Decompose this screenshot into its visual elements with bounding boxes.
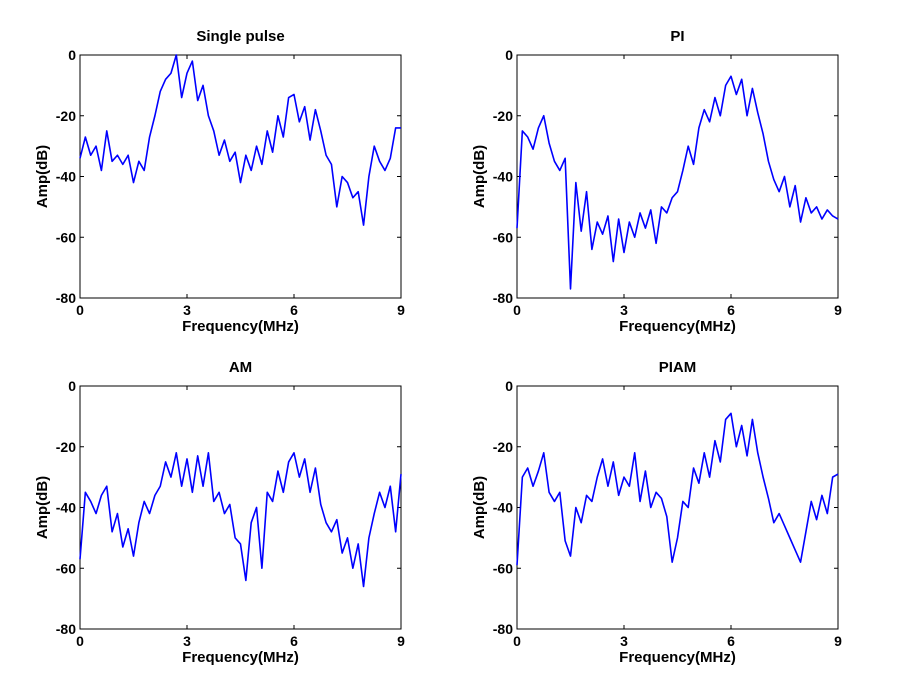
x-tick-label: 9 xyxy=(397,302,405,318)
data-line xyxy=(79,54,401,226)
y-tick-label: -80 xyxy=(493,621,513,637)
x-tick-label: 3 xyxy=(183,633,191,649)
y-tick-label: -80 xyxy=(56,290,76,306)
chart-title: Single pulse xyxy=(196,28,284,45)
x-tick-label: 9 xyxy=(834,302,842,318)
y-axis-label: Amp(dB) xyxy=(34,476,51,539)
x-tick-label: 0 xyxy=(513,633,521,649)
y-tick-label: -40 xyxy=(56,500,76,516)
y-tick-label: -20 xyxy=(56,108,76,124)
plot-area xyxy=(79,385,402,630)
x-axis-label: Frequency(MHz) xyxy=(182,649,299,666)
y-axis-label: Amp(dB) xyxy=(471,145,488,208)
x-axis-label: Frequency(MHz) xyxy=(619,318,736,335)
y-tick-label: -80 xyxy=(56,621,76,637)
chart-title: PI xyxy=(670,28,684,45)
chart-title: PIAM xyxy=(659,359,697,376)
chart-title: AM xyxy=(229,359,252,376)
x-tick-label: 6 xyxy=(290,302,298,318)
y-tick-label: -60 xyxy=(493,560,513,576)
y-tick-label: -20 xyxy=(493,108,513,124)
x-tick-label: 0 xyxy=(513,302,521,318)
y-tick-label: -60 xyxy=(493,229,513,245)
y-axis-label: Amp(dB) xyxy=(471,476,488,539)
y-tick-label: -60 xyxy=(56,229,76,245)
x-tick-label: 9 xyxy=(834,633,842,649)
y-tick-label: 0 xyxy=(505,47,513,63)
plot-area xyxy=(79,54,402,299)
y-tick-label: -40 xyxy=(493,169,513,185)
y-tick-label: -40 xyxy=(493,500,513,516)
data-line xyxy=(516,75,839,290)
data-line xyxy=(516,412,839,566)
x-tick-label: 3 xyxy=(183,302,191,318)
x-axis-label: Frequency(MHz) xyxy=(619,649,736,666)
y-tick-label: -60 xyxy=(56,560,76,576)
x-axis-label: Frequency(MHz) xyxy=(182,318,299,335)
x-tick-label: 0 xyxy=(76,633,84,649)
x-tick-label: 3 xyxy=(620,302,628,318)
plot-area xyxy=(516,385,839,630)
y-tick-label: 0 xyxy=(68,378,76,394)
y-tick-label: 0 xyxy=(505,378,513,394)
y-tick-label: -20 xyxy=(56,439,76,455)
x-tick-label: 9 xyxy=(397,633,405,649)
x-tick-label: 6 xyxy=(727,633,735,649)
y-tick-label: 0 xyxy=(68,47,76,63)
y-tick-label: -20 xyxy=(493,439,513,455)
x-tick-label: 0 xyxy=(76,302,84,318)
x-tick-label: 6 xyxy=(290,633,298,649)
x-tick-label: 6 xyxy=(727,302,735,318)
y-axis-label: Amp(dB) xyxy=(34,145,51,208)
x-tick-label: 3 xyxy=(620,633,628,649)
y-tick-label: -40 xyxy=(56,169,76,185)
y-tick-label: -80 xyxy=(493,290,513,306)
data-line xyxy=(79,452,402,588)
